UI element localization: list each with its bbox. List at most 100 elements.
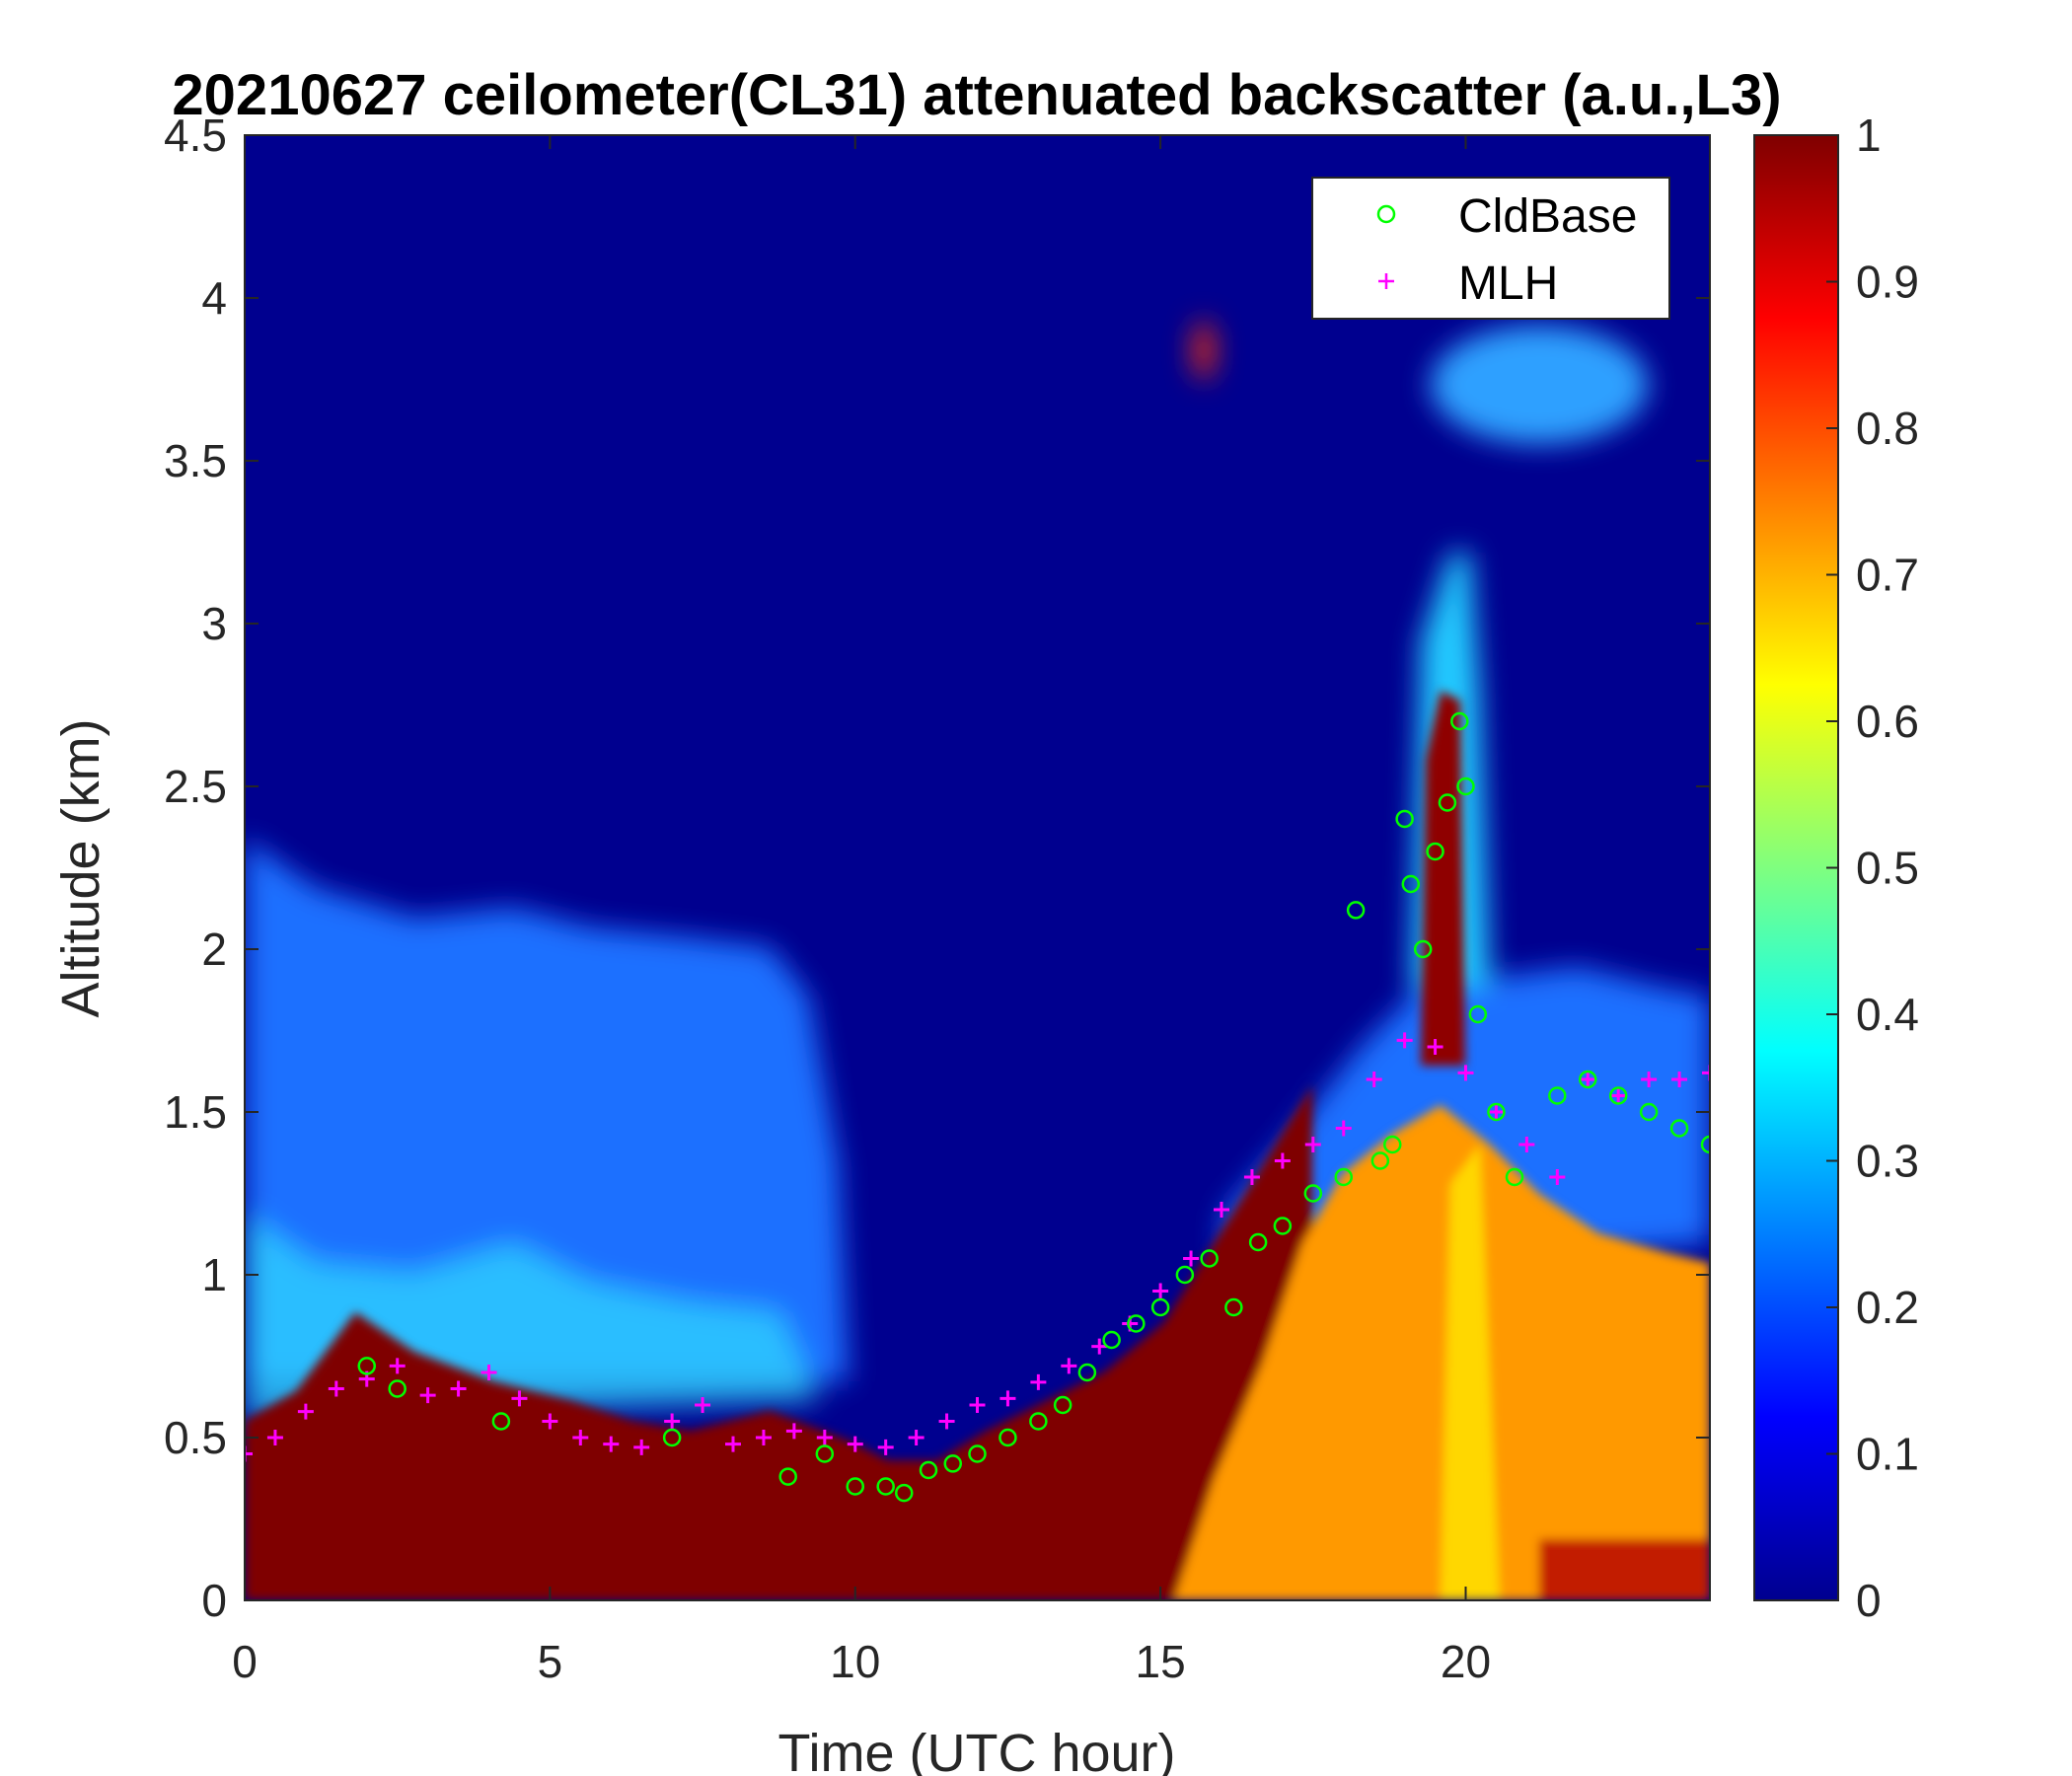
- cldbase-point: [1450, 711, 1469, 731]
- cldbase-point: [1150, 1297, 1170, 1317]
- heatmap-boundary-layer: [245, 1085, 1312, 1600]
- mlh-point: [664, 1413, 681, 1430]
- cldbase-point: [1608, 1086, 1628, 1105]
- mlh-point: [908, 1430, 925, 1445]
- cldbase-point: [1224, 1297, 1243, 1317]
- x-tick-label: 20: [1441, 1636, 1491, 1687]
- mlh-point: [1183, 1250, 1200, 1267]
- mlh-point: [603, 1436, 620, 1452]
- x-tick-label: 15: [1136, 1636, 1186, 1687]
- y-tick-label: 3.5: [164, 435, 227, 486]
- mlh-point: [1671, 1072, 1688, 1087]
- y-tick-label: 1.5: [164, 1086, 227, 1138]
- mlh-point: [1152, 1283, 1169, 1299]
- legend-box: [1311, 177, 1670, 320]
- y-tick-label: 2.5: [164, 761, 227, 812]
- colorbar-tick-label: 0: [1856, 1575, 1882, 1626]
- cldbase-point: [1395, 809, 1414, 829]
- legend: CldBase MLH: [1311, 177, 1670, 320]
- mlh-point: [297, 1403, 314, 1420]
- mlh-point: [1274, 1152, 1291, 1169]
- cldbase-point: [1175, 1265, 1195, 1285]
- mlh-point: [328, 1380, 344, 1397]
- colorbar: [1753, 134, 1839, 1601]
- cldbase-point: [1102, 1330, 1121, 1350]
- mlh-point: [1549, 1169, 1566, 1185]
- mlh-point: [1702, 1065, 1710, 1081]
- colorbar-tick-label: 0.7: [1856, 550, 1919, 601]
- mlh-point: [695, 1397, 711, 1413]
- cldbase-point: [778, 1467, 797, 1486]
- cldbase-point: [357, 1357, 376, 1375]
- y-axis: 0 0.5 1 1.5 2 2.5 3 3.5 4 4.5: [164, 110, 1710, 1626]
- y-tick-label: 4: [201, 272, 227, 324]
- legend-cldbase-marker: [1376, 204, 1396, 224]
- cldbase-point: [1505, 1167, 1524, 1187]
- y-tick-label: 4.5: [164, 110, 227, 161]
- mlh-point: [1214, 1202, 1229, 1218]
- cldbase-point: [1468, 1004, 1488, 1024]
- heatmap-mixed-layer: [1174, 1105, 1710, 1600]
- cldbase-point: [1248, 1232, 1268, 1252]
- cldbase-point: [1438, 793, 1457, 812]
- y-tick-label: 1: [201, 1249, 227, 1300]
- mlh-point: [938, 1413, 955, 1430]
- colorbar-tick-label: 0.1: [1856, 1429, 1919, 1480]
- x-axis: 0 5 10 15 20: [232, 135, 1491, 1687]
- cldbase-point: [1426, 842, 1444, 861]
- cldbase-point: [1383, 1135, 1402, 1154]
- cldbase-point: [1700, 1135, 1710, 1154]
- mlh-point: [1488, 1104, 1505, 1120]
- heatmap-mixed-layer-core: [1441, 1145, 1500, 1600]
- cldbase-point: [1639, 1102, 1659, 1122]
- cldbase-point: [815, 1444, 835, 1463]
- mlh-point: [1335, 1120, 1352, 1137]
- cldbase-point: [876, 1477, 895, 1496]
- mlh-point: [266, 1430, 283, 1445]
- y-tick-label: 0: [201, 1575, 227, 1626]
- mlh-point: [999, 1390, 1016, 1407]
- cldbase-point: [1487, 1102, 1506, 1122]
- cldbase-point: [1053, 1395, 1073, 1415]
- legend-mlh-label: MLH: [1458, 258, 1558, 310]
- mlh-point: [542, 1413, 558, 1430]
- mlh-point: [1091, 1338, 1108, 1355]
- x-axis-label: Time (UTC hour): [777, 1724, 1175, 1776]
- x-tick-label: 5: [538, 1636, 563, 1687]
- colorbar-tick-label: 0.5: [1856, 843, 1919, 894]
- mlh-point: [1427, 1039, 1443, 1055]
- mlh-point: [877, 1439, 894, 1455]
- cldbase-point: [1579, 1070, 1597, 1089]
- cldbase-point: [1413, 939, 1433, 959]
- mlh-point: [245, 1445, 253, 1462]
- colorbar-tick-label: 0.4: [1856, 989, 1919, 1040]
- x-tick-label: 10: [830, 1636, 880, 1687]
- legend-cldbase-label: CldBase: [1458, 190, 1637, 243]
- colorbar-tick-label: 0.3: [1856, 1136, 1919, 1187]
- axes-box: [244, 134, 1711, 1601]
- mlh-point: [419, 1387, 436, 1404]
- heatmap-isolated-cloud: [1194, 321, 1214, 380]
- cldbase-point: [1303, 1184, 1323, 1203]
- mlh-point: [1061, 1358, 1077, 1374]
- chart-title: 20210627 ceilometer(CL31) attenuated bac…: [172, 63, 1781, 127]
- mlh-point: [816, 1430, 833, 1445]
- heatmap-high-cloud: [1431, 326, 1648, 444]
- mlh-point: [1243, 1169, 1260, 1185]
- heatmap-surface-band: [1539, 1539, 1710, 1600]
- mlh-point: [1580, 1072, 1596, 1087]
- cldbase-point: [1334, 1167, 1353, 1187]
- cldbase-point: [1401, 874, 1421, 894]
- x-tick-label: 0: [232, 1636, 258, 1687]
- colorbar-tick-label: 0.9: [1856, 257, 1919, 308]
- colorbar-tick-label: 0.2: [1856, 1282, 1919, 1333]
- mlh-point: [1518, 1137, 1535, 1152]
- mlh-point: [969, 1397, 986, 1413]
- cldbase-point: [1200, 1249, 1219, 1268]
- mlh-point: [847, 1436, 863, 1452]
- colorbar-tick-label: 0.8: [1856, 403, 1919, 454]
- cldbase-point: [999, 1428, 1017, 1447]
- y-tick-label: 0.5: [164, 1412, 227, 1463]
- mlh-point: [481, 1365, 497, 1380]
